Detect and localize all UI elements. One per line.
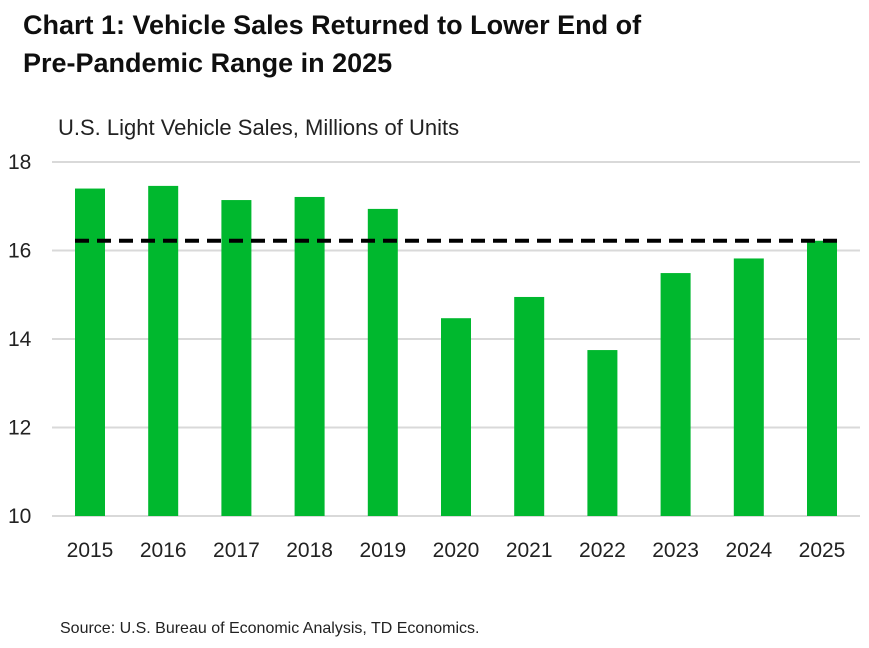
x-tick-label-2018: 2018 <box>286 539 333 562</box>
x-tick-label-2023: 2023 <box>652 539 699 562</box>
x-tick-label-2017: 2017 <box>213 539 260 562</box>
x-tick-label-2024: 2024 <box>725 539 772 562</box>
x-tick-label-2020: 2020 <box>433 539 480 562</box>
chart-subtitle: U.S. Light Vehicle Sales, Millions of Un… <box>58 115 460 140</box>
x-axis-tick-labels: 2015 2016 2017 2018 2019 2020 2021 2022 2023 2024… <box>67 539 846 562</box>
y-axis-tick-labels: 10 12 14 16 18 <box>8 151 32 528</box>
bar-2015 <box>75 188 105 517</box>
bar-2024 <box>733 258 764 516</box>
source-note: Source: U.S. Bureau of Economic Analysis… <box>60 620 480 637</box>
chart-title-line-1: Chart 1: Vehicle Sales Returned to Lower… <box>23 10 642 40</box>
bars <box>75 185 837 517</box>
y-tick-label-16: 16 <box>8 240 31 263</box>
chart-title: Chart 1: Vehicle Sales Returned to Lower… <box>23 6 843 82</box>
x-tick-label-2022: 2022 <box>579 539 626 562</box>
x-tick-label-2021: 2021 <box>506 539 553 562</box>
bar-2021 <box>514 296 545 516</box>
bar-2020 <box>441 318 471 516</box>
gridlines <box>52 161 860 517</box>
bar-2016 <box>148 185 179 516</box>
bar-2023 <box>660 273 691 516</box>
y-tick-label-12: 12 <box>8 417 31 440</box>
x-tick-label-2015: 2015 <box>67 539 114 562</box>
bar-2025 <box>807 240 837 516</box>
y-tick-label-14: 14 <box>8 328 32 351</box>
bar-2017 <box>221 200 252 516</box>
x-tick-label-2025: 2025 <box>799 539 846 562</box>
bar-2022 <box>587 350 618 516</box>
chart-title-line-2: Pre-Pandemic Range in 2025 <box>23 48 393 78</box>
bar-2019 <box>367 208 398 516</box>
bar-2018 <box>294 196 325 516</box>
y-tick-label-10: 10 <box>8 505 31 528</box>
x-tick-label-2019: 2019 <box>359 539 406 562</box>
x-tick-label-2016: 2016 <box>140 539 187 562</box>
y-tick-label-18: 18 <box>8 151 31 174</box>
